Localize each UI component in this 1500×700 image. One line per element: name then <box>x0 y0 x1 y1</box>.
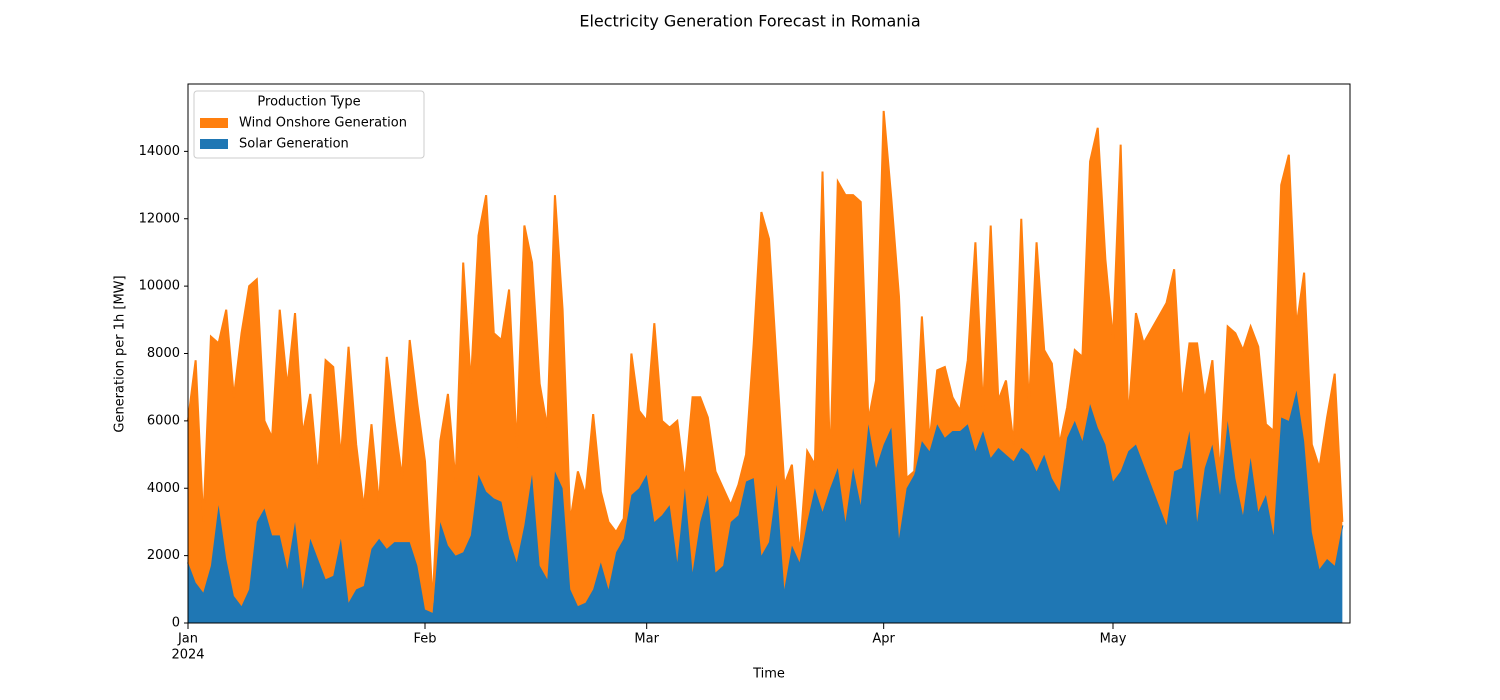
legend-label: Wind Onshore Generation <box>239 116 407 131</box>
x-year-label: 2024 <box>171 648 204 663</box>
legend-box <box>193 90 425 159</box>
x-tick-label: May <box>1100 632 1127 647</box>
y-tick-label: 6000 <box>147 413 180 428</box>
legend-swatch <box>200 139 228 149</box>
legend-label: Solar Generation <box>239 137 349 152</box>
y-tick-label: 12000 <box>139 211 180 226</box>
y-tick-label: 4000 <box>147 481 180 496</box>
y-tick-label: 8000 <box>147 346 180 361</box>
y-axis-label: Generation per 1h [MW] <box>113 275 128 432</box>
x-tick-label: Feb <box>413 632 436 647</box>
y-tick-label: 2000 <box>147 548 180 563</box>
legend-swatch <box>200 118 228 128</box>
area-fill <box>188 110 1343 613</box>
chart-title: Electricity Generation Forecast in Roman… <box>579 12 920 31</box>
x-axis-label: Time <box>752 667 785 682</box>
legend: Production Type Wind Onshore Generation So… <box>193 90 425 159</box>
y-tick-label: 10000 <box>139 279 180 294</box>
legend-title: Production Type <box>257 95 360 110</box>
y-tick-label: 14000 <box>139 144 180 159</box>
x-tick-label: Apr <box>872 632 895 647</box>
x-tick-label: Mar <box>634 632 659 647</box>
area-line <box>187 110 1344 603</box>
x-tick-label: Jan <box>177 632 198 647</box>
area-fill <box>188 390 1343 623</box>
y-tick-label: 0 <box>172 616 180 631</box>
